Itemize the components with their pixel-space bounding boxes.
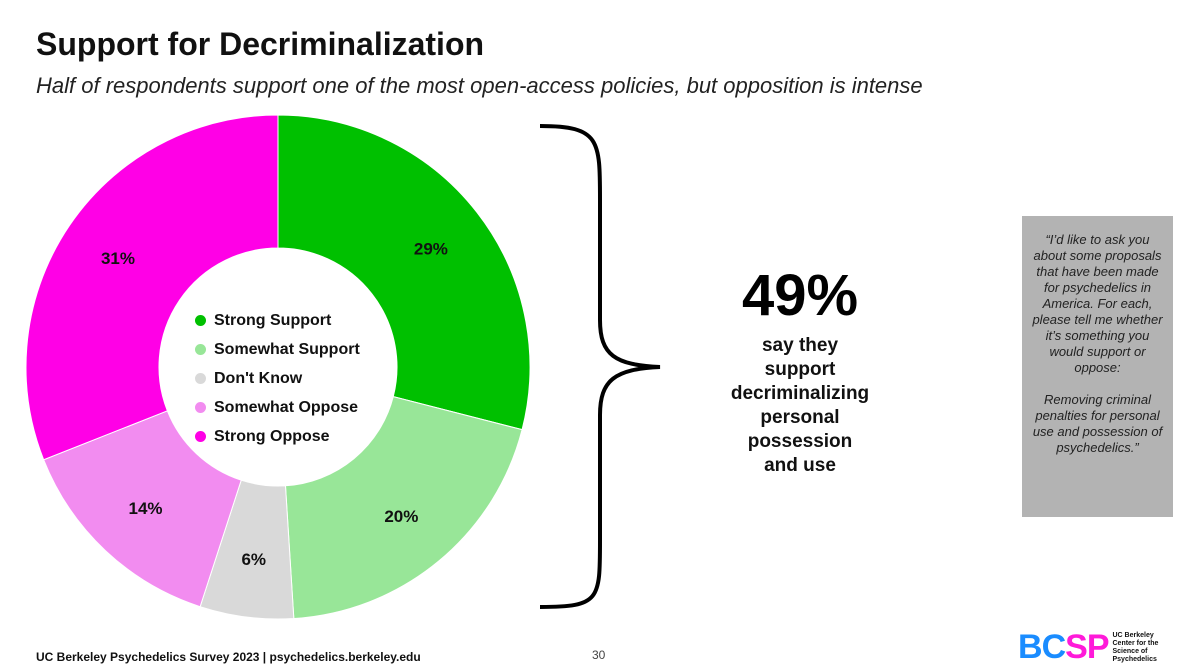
legend-label: Don't Know — [214, 369, 303, 387]
callout-text: say they support decriminalizing personal po… — [700, 334, 900, 478]
donut-slice-strong-oppose — [25, 114, 279, 461]
legend-dot-icon — [195, 344, 206, 355]
donut-slice-strong-support — [277, 114, 531, 431]
callout-percent: 49% — [741, 263, 859, 328]
logo-letter: S — [1065, 628, 1088, 666]
survey-item: Removing criminal penalties for personal… — [1032, 392, 1163, 455]
legend-dot-icon — [195, 373, 206, 384]
legend-item: Strong Oppose — [195, 422, 360, 451]
slice-label: 14% — [129, 499, 163, 518]
logo-text-line: UC Berkeley — [1112, 631, 1154, 639]
logo-text-line: Psychedelics — [1112, 655, 1157, 663]
logo-text: UC Berkeley Center for the Science of Psych… — [1113, 632, 1163, 664]
page-number: 30 — [592, 648, 606, 662]
donut-slice-somewhat-oppose — [43, 410, 242, 608]
slice-label: 6% — [241, 550, 266, 569]
slice-label: 31% — [101, 249, 135, 268]
logo-text-line: Science of — [1112, 647, 1148, 655]
callout-line: say they — [761, 335, 839, 356]
callout-line: personal — [760, 407, 840, 428]
legend-dot-icon — [195, 402, 206, 413]
logo-letter: B — [1018, 628, 1043, 666]
legend-item: Somewhat Oppose — [195, 393, 360, 422]
slice-label: 20% — [384, 507, 418, 526]
logo-letters: BCSP — [1018, 628, 1109, 667]
legend-dot-icon — [195, 431, 206, 442]
chart-legend: Strong Support Somewhat Support Don't Know… — [195, 306, 360, 451]
callout-line: decriminalizing — [730, 383, 870, 404]
legend-label: Strong Oppose — [214, 427, 330, 445]
legend-label: Somewhat Support — [214, 340, 360, 358]
legend-label: Strong Support — [214, 311, 332, 329]
legend-label: Somewhat Oppose — [214, 398, 359, 416]
slide-subtitle: Half of respondents support one of the m… — [36, 73, 923, 98]
callout-line: and use — [764, 455, 836, 476]
legend-item: Strong Support — [195, 306, 360, 335]
legend-dot-icon — [195, 315, 206, 326]
callout-line: possession — [747, 431, 853, 452]
logo-letter: P — [1086, 628, 1110, 666]
legend-item: Don't Know — [195, 364, 360, 393]
footer-source: UC Berkeley Psychedelics Survey 2023 | p… — [36, 650, 421, 664]
slice-label: 29% — [414, 239, 448, 258]
curly-brace — [539, 124, 661, 609]
donut-chart: 29% 20% 6% 14% 31% — [25, 114, 661, 620]
logo-text-line: Center for the — [1112, 639, 1159, 647]
survey-question-box: “I’d like to ask you about some proposal… — [1022, 216, 1173, 517]
legend-item: Somewhat Support — [195, 335, 360, 364]
donut-slice-somewhat-support — [284, 395, 523, 620]
logo-letter: C — [1041, 628, 1067, 666]
bcsp-logo: BCSP UC Berkeley Center for the Science of… — [1018, 628, 1163, 667]
callout-line: support — [764, 359, 836, 380]
survey-question: “I’d like to ask you about some proposal… — [1032, 232, 1163, 375]
slide-title: Support for Decriminalization — [36, 26, 485, 62]
